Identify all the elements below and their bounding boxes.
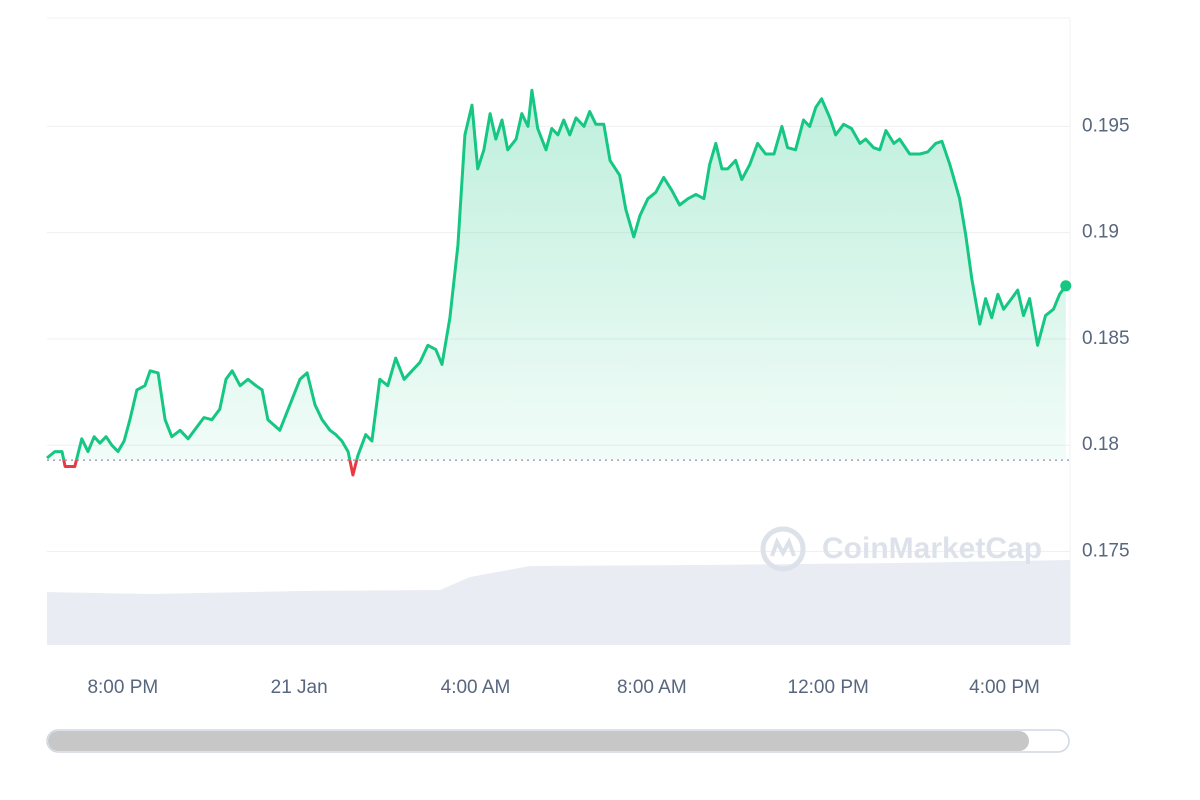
volume-area (47, 560, 1070, 645)
y-tick-label: 0.185 (1082, 328, 1130, 349)
scrollbar-thumb[interactable] (48, 731, 1029, 751)
x-tick-label: 21 Jan (271, 677, 328, 698)
y-tick-label: 0.195 (1082, 115, 1130, 136)
y-tick-label: 0.175 (1082, 540, 1130, 561)
last-point (1060, 280, 1072, 292)
watermark: CoinMarketCap (822, 532, 1042, 565)
x-tick-label: 12:00 PM (788, 677, 869, 698)
y-tick-label: 0.19 (1082, 222, 1119, 243)
x-tick-label: 8:00 PM (87, 677, 158, 698)
price-line (46, 88, 1068, 461)
x-tick-label: 4:00 PM (969, 677, 1040, 698)
x-tick-label: 8:00 AM (617, 677, 687, 698)
x-tick-label: 4:00 AM (441, 677, 511, 698)
price-area (47, 90, 1066, 461)
y-tick-label: 0.18 (1082, 434, 1119, 455)
watermark-logo (760, 526, 806, 572)
